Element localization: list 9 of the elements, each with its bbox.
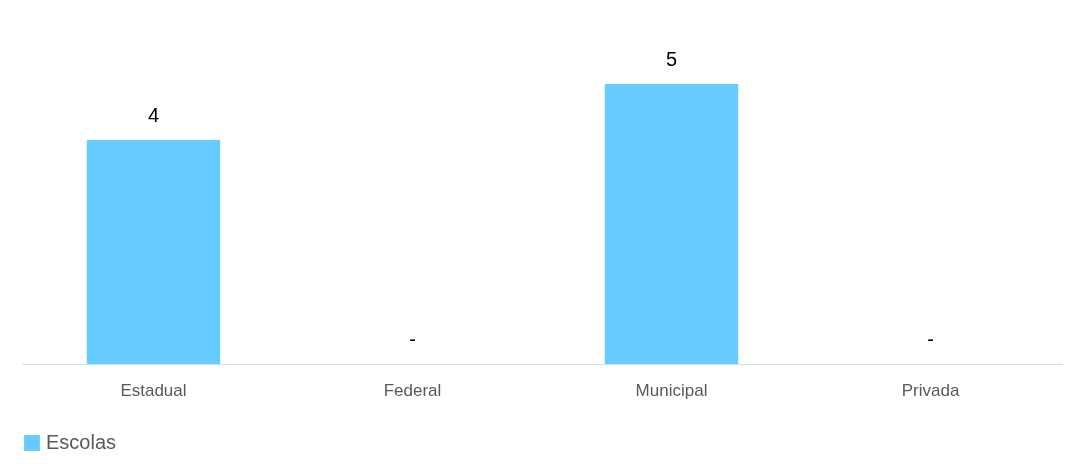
x-tick-label: Privada <box>901 380 960 400</box>
x-tick-label: Estadual <box>120 380 187 400</box>
data-label: - <box>409 328 416 350</box>
x-tick-label: Municipal <box>635 380 708 400</box>
legend-label: Escolas <box>46 431 117 453</box>
data-label: - <box>927 328 934 350</box>
x-tick-label: Federal <box>383 380 442 400</box>
data-label: 5 <box>665 48 678 70</box>
data-label: 4 <box>147 104 160 126</box>
